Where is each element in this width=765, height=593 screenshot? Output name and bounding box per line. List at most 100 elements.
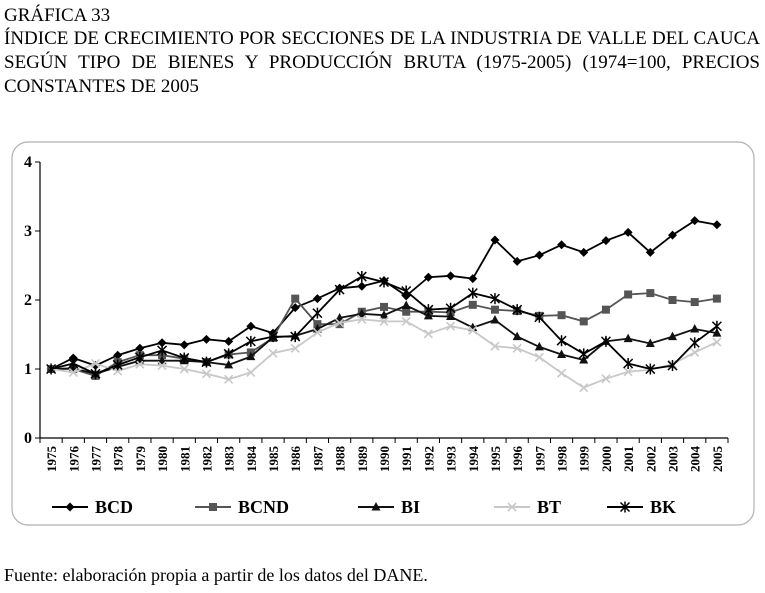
y-tick-label: 3 (24, 223, 32, 240)
source-note: Fuente: elaboración propia a partir de l… (4, 565, 428, 585)
chart-legend: BCD BCND BI BT BK (52, 497, 676, 517)
data-point-bcd (290, 303, 300, 313)
series-bt (46, 314, 722, 393)
data-point-bcd (246, 321, 256, 331)
legend-label-bt: BT (537, 497, 561, 517)
data-point-bk (46, 363, 57, 375)
data-point-bcd (690, 216, 700, 226)
x-tick-label: 1990 (377, 446, 392, 472)
data-point-bcd (712, 220, 722, 230)
data-point-bcd (668, 230, 678, 240)
data-point-bcd (579, 247, 589, 257)
data-point-bcd (201, 334, 211, 344)
data-point-bcd (423, 272, 433, 282)
x-tick-label: 1986 (288, 446, 303, 473)
data-point-bk (157, 344, 168, 356)
data-point-bt (446, 321, 456, 331)
data-point-bk (667, 360, 678, 372)
x-tick-label: 1978 (111, 446, 126, 473)
data-point-bt (423, 329, 433, 339)
data-point-bcnd (668, 296, 677, 304)
data-point-bi (712, 328, 722, 337)
legend-item-bt: BT (494, 497, 561, 517)
x-tick-label: 2004 (688, 446, 703, 473)
x-tick-label: 1998 (555, 446, 570, 473)
x-tick-label: 1999 (577, 446, 592, 473)
data-point-bt (335, 318, 345, 328)
data-point-bcd (512, 256, 522, 266)
data-point-bk (90, 368, 101, 380)
legend-label-bcd: BCD (95, 497, 133, 517)
x-tick-label: 1997 (532, 446, 547, 473)
x-tick-label: 2000 (599, 446, 614, 472)
data-point-bt (534, 352, 544, 362)
x-tick-label: 1975 (44, 446, 59, 473)
data-point-bk (600, 335, 611, 347)
data-point-bt (379, 316, 389, 326)
data-point-bt (490, 341, 500, 351)
data-point-bi (623, 333, 633, 343)
chart-axes: 0 1 2 3 4 1975 1976 1977 1978 1979 1980 1981 1982 198… (24, 154, 729, 473)
data-point-bk (556, 335, 567, 347)
data-point-bt (201, 369, 212, 379)
data-point-bk (268, 331, 279, 343)
data-point-bcnd (335, 320, 344, 329)
x-tick-label: 1981 (177, 446, 192, 472)
data-point-bk (645, 363, 656, 375)
data-point-bcnd (579, 317, 588, 326)
data-point-bk (356, 271, 367, 283)
data-point-bk (134, 351, 145, 363)
data-point-bi (490, 315, 500, 324)
data-point-bk (378, 276, 390, 288)
data-point-bt (68, 367, 78, 378)
x-tick-label: 2002 (643, 446, 658, 472)
data-point-bcd (534, 250, 544, 260)
data-point-bi (379, 310, 389, 319)
data-point-bi (534, 341, 544, 351)
data-point-bcd (557, 240, 567, 250)
legend-label-bi: BI (401, 497, 420, 517)
data-point-bcd (312, 294, 322, 304)
x-tick-label: 1992 (421, 446, 436, 472)
data-point-bt (690, 347, 700, 358)
data-point-bcd (601, 236, 611, 246)
data-point-bcnd (712, 294, 721, 303)
legend-marker-bt (507, 502, 517, 512)
x-tick-label: 1980 (155, 446, 170, 472)
data-point-bcnd (380, 302, 388, 311)
x-tick-label: 1996 (510, 446, 525, 473)
data-point-bk (401, 285, 412, 297)
x-tick-label: 2005 (710, 446, 725, 473)
data-point-bt (579, 383, 589, 393)
data-point-bk (290, 331, 301, 343)
data-point-bt (290, 343, 300, 353)
data-point-bt (357, 314, 367, 324)
data-point-bi (668, 331, 678, 341)
chart-series (46, 216, 722, 393)
data-point-bcd (446, 271, 456, 281)
x-tick-label: 1979 (133, 446, 148, 473)
data-point-bk (201, 356, 212, 368)
data-point-bcnd (557, 311, 566, 320)
data-point-bcd (645, 247, 655, 257)
x-tick-label: 1976 (66, 446, 81, 473)
legend-marker-bi (371, 502, 381, 511)
data-point-bcd (224, 336, 234, 346)
x-tick-label: 2001 (621, 446, 636, 472)
data-point-bcnd (646, 289, 655, 298)
data-point-bk (623, 357, 634, 369)
data-point-bi (401, 300, 411, 310)
legend-marker-bcnd (209, 503, 217, 511)
data-point-bi (157, 355, 167, 365)
data-point-bk (445, 302, 456, 314)
data-point-bcd (623, 227, 633, 237)
data-point-bk (245, 335, 256, 347)
data-point-bk (467, 287, 478, 299)
data-point-bcnd (490, 305, 499, 314)
legend-marker-bcd (65, 502, 75, 512)
data-point-bcd (179, 340, 189, 350)
data-point-bi (557, 349, 567, 359)
x-tick-label: 1985 (266, 446, 281, 473)
data-point-bt (401, 316, 411, 326)
data-point-bt (601, 374, 611, 384)
